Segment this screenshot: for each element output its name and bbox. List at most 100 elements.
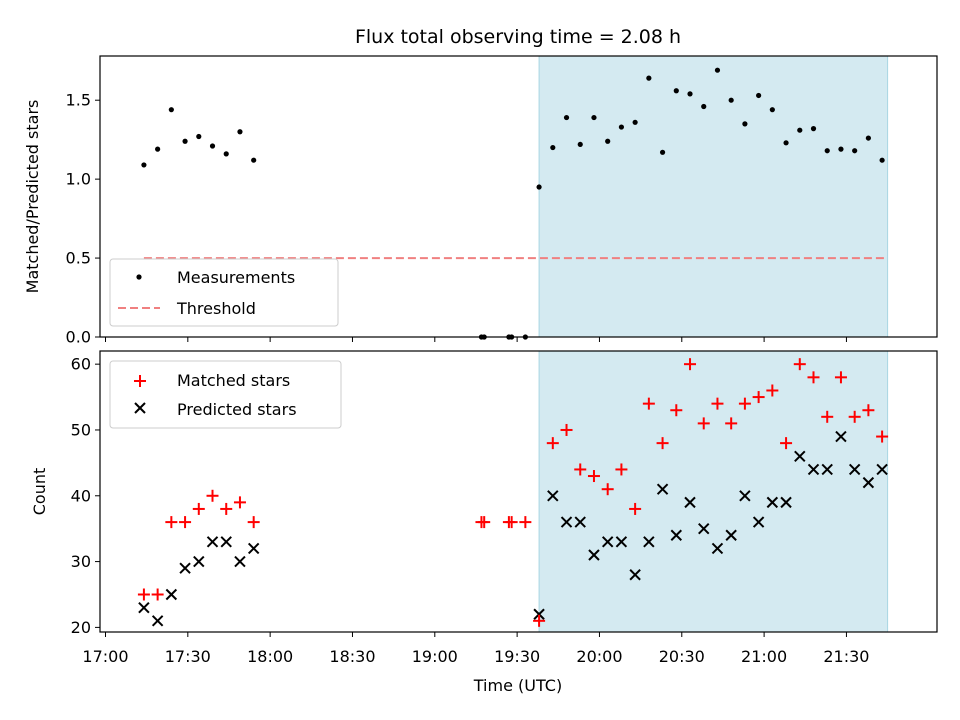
predicted-point [560, 516, 573, 528]
matched-point [519, 516, 532, 529]
predicted-point [670, 529, 683, 541]
matched-point [738, 397, 751, 410]
measurement-point [865, 135, 871, 141]
predicted-point [725, 529, 737, 541]
matched-point [601, 483, 614, 496]
x-tick-label: 20:00 [576, 647, 622, 666]
measurement-point [155, 146, 161, 152]
measurement-point [646, 75, 652, 81]
predicted-point [643, 536, 655, 548]
measurement-point [742, 121, 748, 127]
bottom-legend: Matched stars Predicted stars [109, 360, 342, 429]
measurement-point [605, 138, 611, 144]
measurement-point [838, 146, 844, 152]
y-tick-label: 40 [71, 486, 91, 505]
bottom-axes-frame [99, 350, 938, 633]
predicted-point [766, 496, 779, 509]
measurement-point [797, 127, 803, 133]
measurement-point [563, 114, 570, 121]
matched-point [137, 588, 150, 601]
measurement-point [618, 124, 625, 130]
y-tick-label: 0.5 [66, 249, 91, 268]
measurement-point [577, 141, 583, 148]
predicted-point [547, 490, 559, 502]
bottom-legend-box [109, 360, 342, 429]
matched-point [165, 516, 178, 529]
matched-point [821, 410, 834, 423]
bottom-shaded-region [538, 350, 889, 633]
measurement-point [550, 144, 556, 151]
predicted-point [601, 536, 614, 548]
measurement-point [852, 148, 858, 154]
x-tick-label: 21:00 [741, 647, 787, 666]
predicted-point [862, 476, 875, 489]
bottom-x-ticks: 17:00 17:30 18:00 18:30 19:00 19:30 20:00 20:30… [82, 632, 869, 666]
predicted-point [206, 536, 219, 548]
measurement-point [783, 140, 789, 146]
matched-point [752, 391, 765, 404]
matched-point [546, 437, 559, 450]
measurement-point [701, 103, 707, 110]
bottom-y-ticks: 20 30 40 50 60 [71, 355, 100, 637]
measurement-point [168, 107, 174, 113]
matched-point [862, 404, 875, 417]
measurement-point [536, 184, 542, 190]
predicted-point [220, 536, 232, 548]
x-tick-label: 18:30 [329, 647, 375, 666]
predicted-point [698, 522, 710, 535]
predicted-point [179, 562, 191, 574]
matched-point [697, 417, 710, 430]
matched-point [233, 496, 246, 509]
predicted-point [821, 463, 833, 476]
predicted-point [574, 516, 586, 528]
measurement-point [810, 126, 817, 132]
x-tick-label: 19:00 [412, 647, 458, 666]
predicted-point [794, 450, 806, 462]
measurement-point [237, 129, 243, 135]
top-y-axis-label: Matched/Predicted stars [23, 100, 42, 294]
x-tick-label: 17:30 [165, 647, 211, 666]
measurement-point [632, 119, 638, 125]
predicted-point [739, 490, 751, 502]
measurement-point [728, 97, 734, 103]
top-y-ticks: 0.0 0.5 1.0 1.5 [66, 91, 100, 347]
y-tick-label: 60 [71, 355, 91, 374]
matched-point [876, 430, 889, 443]
predicted-point [165, 588, 178, 601]
matched-point [505, 516, 518, 529]
legend-measurements-label: Measurements [177, 268, 295, 287]
predicted-point [629, 569, 641, 581]
measurement-point [659, 149, 666, 155]
predicted-point [711, 542, 724, 555]
matched-point [179, 516, 192, 529]
predicted-point [656, 483, 669, 495]
predicted-point [247, 542, 260, 555]
measurement-point [209, 143, 216, 149]
y-tick-label: 0.0 [66, 328, 91, 347]
matched-point [151, 588, 164, 601]
matched-point [656, 437, 669, 450]
matched-point [780, 437, 793, 450]
predicted-point [615, 536, 628, 548]
bottom-y-axis-label: Count [30, 468, 49, 516]
predicted-point [752, 516, 765, 528]
matched-point [560, 423, 573, 436]
measurement-point [141, 162, 147, 168]
y-tick-label: 30 [71, 552, 91, 571]
predicted-point [193, 555, 205, 568]
predicted-point [588, 549, 600, 561]
matched-point [793, 358, 806, 371]
top-shaded-region [538, 55, 889, 338]
top-panel: 0.0 0.5 1.0 1.5 Matched/Predicted stars Mea… [23, 55, 938, 347]
x-axis-label: Time (UTC) [473, 676, 562, 695]
predicted-point [780, 496, 792, 509]
matched-point [670, 404, 683, 417]
legend-predicted-label: Predicted stars [177, 400, 297, 419]
measurement-point [591, 114, 597, 121]
legend-matched-marker [134, 375, 146, 387]
matched-point [848, 410, 861, 423]
measurement-point [824, 148, 830, 154]
matched-point [192, 502, 205, 515]
x-tick-label: 20:30 [659, 647, 705, 666]
